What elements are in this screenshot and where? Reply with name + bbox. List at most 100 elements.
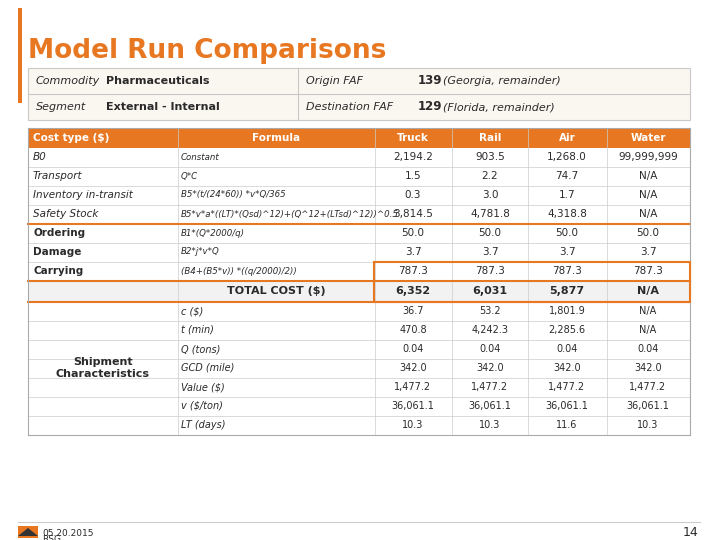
Bar <box>28 243 690 262</box>
Text: TOTAL COST ($): TOTAL COST ($) <box>227 286 325 296</box>
Text: Segment: Segment <box>36 102 86 112</box>
Bar <box>28 359 690 378</box>
Text: Transport: Transport <box>33 171 83 181</box>
Text: Inventory in-transit: Inventory in-transit <box>33 190 133 200</box>
Text: 0.04: 0.04 <box>480 344 500 354</box>
Text: 3,814.5: 3,814.5 <box>393 209 433 219</box>
Bar <box>28 148 690 167</box>
Text: 50.0: 50.0 <box>556 228 578 238</box>
Text: 74.7: 74.7 <box>555 171 579 181</box>
Text: Origin FAF: Origin FAF <box>306 76 363 86</box>
Text: RSG: RSG <box>42 535 61 540</box>
Text: 1,268.0: 1,268.0 <box>547 152 587 162</box>
Text: 342.0: 342.0 <box>476 363 504 373</box>
Text: t (min): t (min) <box>181 325 214 335</box>
Text: N/A: N/A <box>639 209 657 219</box>
Bar <box>28 378 690 397</box>
Text: 1,477.2: 1,477.2 <box>629 382 667 392</box>
Text: 342.0: 342.0 <box>553 363 581 373</box>
Text: GCD (mile): GCD (mile) <box>181 363 235 373</box>
Bar <box>28 167 690 186</box>
Text: 2.2: 2.2 <box>482 171 498 181</box>
Text: 3.7: 3.7 <box>405 247 421 257</box>
Text: 6,352: 6,352 <box>395 286 431 296</box>
Text: 10.3: 10.3 <box>402 420 423 430</box>
Text: 14: 14 <box>683 525 698 538</box>
Text: 787.3: 787.3 <box>475 266 505 276</box>
Bar <box>18 526 38 538</box>
Text: 3.7: 3.7 <box>639 247 657 257</box>
Text: 1,477.2: 1,477.2 <box>395 382 431 392</box>
Text: 1.7: 1.7 <box>559 190 575 200</box>
Text: 50.0: 50.0 <box>479 228 502 238</box>
Bar <box>28 224 690 243</box>
Text: 6,031: 6,031 <box>472 286 508 296</box>
Text: c ($): c ($) <box>181 306 203 316</box>
Text: N/A: N/A <box>639 171 657 181</box>
Text: Ordering: Ordering <box>33 228 85 238</box>
Text: B0: B0 <box>33 152 47 162</box>
Bar <box>28 302 690 321</box>
Text: N/A: N/A <box>637 286 659 296</box>
Text: 36,061.1: 36,061.1 <box>392 401 434 411</box>
Text: External - Internal: External - Internal <box>106 102 220 112</box>
Text: 36,061.1: 36,061.1 <box>546 401 588 411</box>
Text: Q*C: Q*C <box>181 172 198 180</box>
Text: 36,061.1: 36,061.1 <box>626 401 670 411</box>
Text: N/A: N/A <box>639 190 657 200</box>
Bar <box>28 186 690 205</box>
Text: Rail: Rail <box>479 133 501 143</box>
Text: Cost type ($): Cost type ($) <box>33 133 109 143</box>
Text: 53.2: 53.2 <box>480 306 501 316</box>
Text: N/A: N/A <box>639 306 657 316</box>
Text: 470.8: 470.8 <box>399 325 427 335</box>
Bar <box>28 205 690 224</box>
Text: Safety Stock: Safety Stock <box>33 209 99 219</box>
Text: 787.3: 787.3 <box>398 266 428 276</box>
Bar <box>28 416 690 435</box>
Text: Commodity: Commodity <box>36 76 100 86</box>
Text: 3.7: 3.7 <box>482 247 498 257</box>
Bar <box>28 68 690 120</box>
Bar <box>374 262 690 302</box>
Text: 50.0: 50.0 <box>402 228 425 238</box>
Text: Value ($): Value ($) <box>181 382 225 392</box>
Text: 36,061.1: 36,061.1 <box>469 401 511 411</box>
Text: 1,801.9: 1,801.9 <box>549 306 585 316</box>
Text: 0.3: 0.3 <box>405 190 421 200</box>
Bar <box>28 128 690 148</box>
Bar <box>18 8 22 103</box>
Text: 50.0: 50.0 <box>636 228 660 238</box>
Text: 2,194.2: 2,194.2 <box>393 152 433 162</box>
Text: 2,285.6: 2,285.6 <box>549 325 585 335</box>
Text: 129: 129 <box>418 100 443 113</box>
Bar <box>28 262 690 281</box>
Text: 10.3: 10.3 <box>637 420 659 430</box>
Text: 4,318.8: 4,318.8 <box>547 209 587 219</box>
Text: Water: Water <box>630 133 666 143</box>
Text: 0.04: 0.04 <box>402 344 423 354</box>
Text: B5*(t/(24*60)) *v*Q/365: B5*(t/(24*60)) *v*Q/365 <box>181 191 286 199</box>
Text: Model Run Comparisons: Model Run Comparisons <box>28 38 387 64</box>
Text: v ($/ton): v ($/ton) <box>181 401 223 411</box>
Text: B2*j*v*Q: B2*j*v*Q <box>181 247 220 256</box>
Text: (Florida, remainder): (Florida, remainder) <box>443 102 554 112</box>
Bar <box>28 340 690 359</box>
Text: 05.20.2015: 05.20.2015 <box>42 529 94 538</box>
Text: 5,877: 5,877 <box>549 286 585 296</box>
Text: Q (tons): Q (tons) <box>181 344 220 354</box>
Text: (Georgia, remainder): (Georgia, remainder) <box>443 76 561 86</box>
Text: 0.04: 0.04 <box>637 344 659 354</box>
Text: 903.5: 903.5 <box>475 152 505 162</box>
Text: Carrying: Carrying <box>33 266 84 276</box>
Text: Damage: Damage <box>33 247 81 257</box>
Text: 3.0: 3.0 <box>482 190 498 200</box>
Text: 4,242.3: 4,242.3 <box>472 325 508 335</box>
Text: 1,477.2: 1,477.2 <box>472 382 508 392</box>
Text: 1.5: 1.5 <box>405 171 421 181</box>
Text: 99,999,999: 99,999,999 <box>618 152 678 162</box>
Text: N/A: N/A <box>639 325 657 335</box>
Polygon shape <box>18 528 38 536</box>
Bar <box>28 321 690 340</box>
Text: Shipment
Characteristics: Shipment Characteristics <box>56 357 150 379</box>
